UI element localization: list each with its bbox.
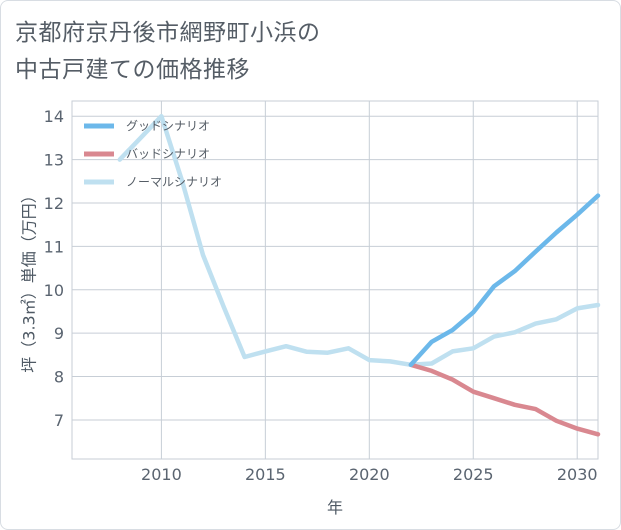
x-tick-label: 2015 <box>245 465 286 484</box>
series-line-1 <box>408 362 601 437</box>
series-line-0 <box>408 193 601 368</box>
axes: 2010 2015 2020 2025 2030 7 8 9 10 11 12 13 14 <box>44 107 598 484</box>
y-axis-label: 坪（3.3㎡）単価（万円） <box>20 187 39 372</box>
y-tick-label: 10 <box>44 281 64 300</box>
x-axis-label: 年 <box>327 498 343 517</box>
title-line-2: 中古戸建ての価格推移 <box>15 57 250 83</box>
x-tick-label: 2030 <box>557 465 598 484</box>
page-title: 京都府京丹後市網野町小浜の 中古戸建ての価格推移 <box>15 15 321 89</box>
grid <box>71 100 599 460</box>
series-lines <box>117 113 601 437</box>
y-tick-label: 8 <box>54 368 64 387</box>
y-tick-label: 12 <box>44 194 64 213</box>
plot-frame <box>71 100 599 460</box>
legend-label: ノーマルシナリオ <box>126 175 222 189</box>
y-tick-label: 9 <box>54 324 64 343</box>
legend-label: バッドシナリオ <box>126 147 210 161</box>
x-tick-label: 2020 <box>349 465 390 484</box>
legend-label: グッドシナリオ <box>126 119 210 133</box>
y-tick-label: 14 <box>44 107 64 126</box>
x-tick-label: 2025 <box>453 465 494 484</box>
y-tick-label: 13 <box>44 151 64 170</box>
y-tick-label: 7 <box>54 411 64 430</box>
series-line-2 <box>117 113 601 368</box>
x-tick-label: 2010 <box>141 465 182 484</box>
title-line-1: 京都府京丹後市網野町小浜の <box>15 20 321 46</box>
y-tick-label: 11 <box>44 237 64 256</box>
